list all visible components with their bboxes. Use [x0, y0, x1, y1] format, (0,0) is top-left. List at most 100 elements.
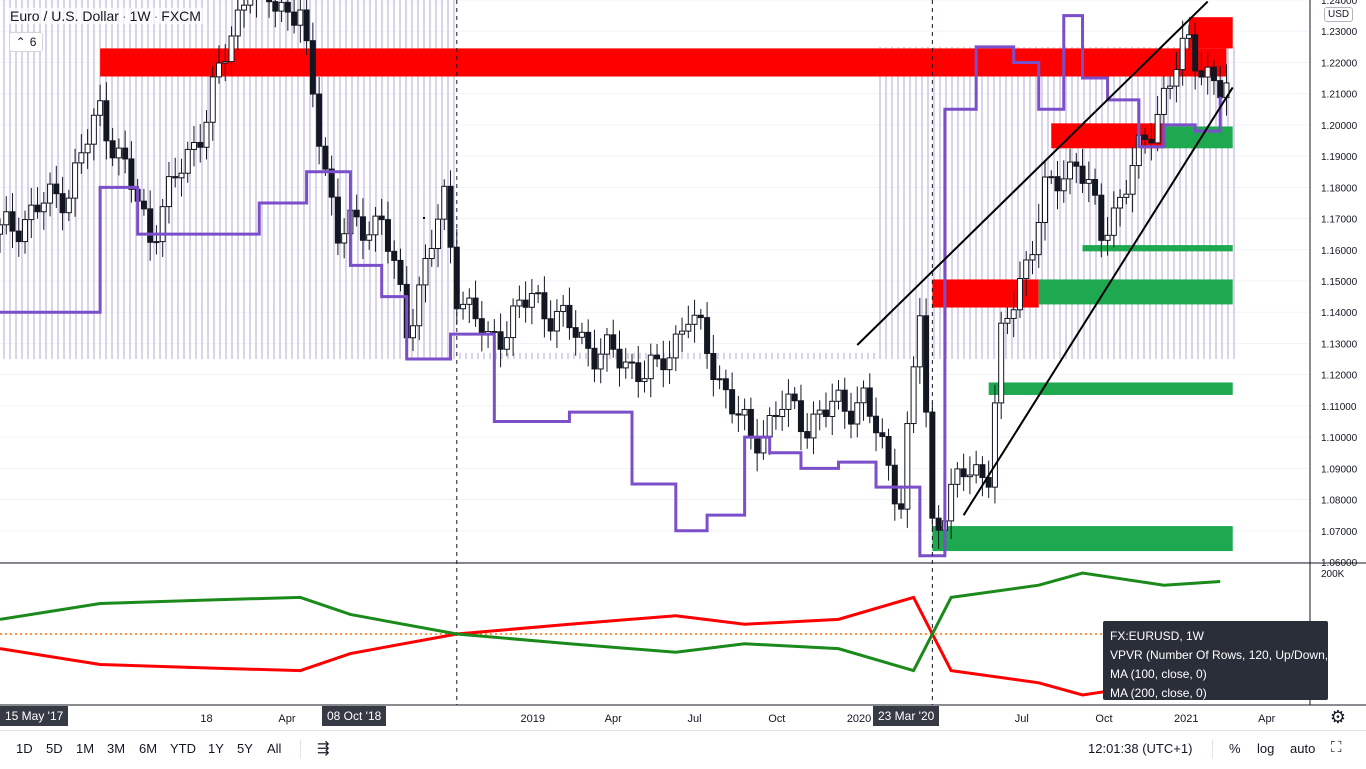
candle-down: [1092, 179, 1099, 196]
chart-area[interactable]: 1.24000 1.23000 1.22000 1.21000 1.20000 1.190…: [0, 0, 1366, 730]
range-1m[interactable]: 1M: [76, 741, 95, 756]
price-axis-label: 1.18000: [1321, 183, 1358, 194]
candle-down: [316, 93, 323, 147]
candle-down: [547, 318, 554, 332]
candle-up: [910, 366, 917, 425]
candle-up: [1179, 37, 1186, 71]
candle-up: [816, 409, 823, 415]
candle-down: [272, 1, 279, 12]
candle-up: [153, 241, 160, 244]
candle-up: [441, 185, 448, 220]
range-3m[interactable]: 3M: [107, 741, 126, 756]
candle-up: [47, 183, 54, 204]
support-zone: [1082, 245, 1233, 252]
time-axis-label: 2019: [521, 713, 545, 725]
range-6m[interactable]: 6M: [139, 741, 158, 756]
price-axis-label: 1.07000: [1321, 527, 1358, 538]
interval-label[interactable]: 1W: [129, 8, 151, 24]
candle-up: [1117, 196, 1124, 209]
price-axis-label: 1.15000: [1321, 277, 1358, 288]
indicator-count: 6: [29, 35, 37, 49]
candle-up: [90, 114, 97, 145]
range-1y[interactable]: 1Y: [208, 741, 224, 756]
candle-down: [1192, 34, 1199, 72]
candle-down: [384, 219, 391, 252]
auto-toggle[interactable]: auto: [1290, 741, 1316, 756]
symbol-title[interactable]: Euro / U.S. Dollar: [10, 8, 119, 24]
candle-down: [616, 348, 623, 369]
range-5y[interactable]: 5Y: [237, 741, 253, 756]
candle-up: [409, 325, 416, 339]
candle-down: [797, 400, 804, 433]
chevron-up-icon: ⌃: [15, 35, 26, 49]
candle-down: [729, 389, 736, 415]
candle-down: [472, 297, 479, 320]
candle-up: [1067, 161, 1074, 180]
range-ytd[interactable]: YTD: [170, 741, 196, 756]
chart-canvas[interactable]: 1.24000 1.23000 1.22000 1.21000 1.20000 1.190…: [0, 0, 1366, 730]
candle-up: [1123, 193, 1130, 198]
candle-up: [416, 284, 423, 327]
candle-down: [710, 352, 717, 381]
candle-down: [522, 299, 529, 308]
price-axis-label: 1.11000: [1321, 402, 1357, 413]
candle-down: [291, 11, 298, 26]
candle-up: [528, 292, 535, 308]
clock[interactable]: 12:01:38 (UTC+1): [1088, 741, 1193, 756]
candle-down: [791, 393, 798, 402]
price-axis-label: 1.09000: [1321, 464, 1358, 475]
time-axis-label: Oct: [1095, 713, 1112, 725]
candle-up: [1160, 87, 1167, 115]
candle-down: [635, 362, 642, 383]
candle-up: [1035, 221, 1042, 256]
candle-up: [190, 141, 197, 150]
candle-up: [948, 483, 955, 522]
candle-up: [203, 121, 210, 148]
candle-down: [841, 389, 848, 412]
currency-label[interactable]: USD: [1324, 7, 1354, 22]
candle-up: [785, 393, 792, 410]
candle-down: [898, 503, 905, 510]
time-axis-label: 2021: [1174, 713, 1198, 725]
candle-down: [629, 361, 635, 364]
candle-up: [741, 408, 748, 416]
candle-up: [835, 389, 842, 402]
candle-down: [378, 215, 385, 221]
price-axis-label: 1.08000: [1321, 496, 1358, 507]
candle-down: [879, 432, 886, 437]
percent-toggle[interactable]: %: [1229, 741, 1241, 756]
candle-down: [322, 145, 329, 170]
candle-up: [1085, 179, 1092, 184]
gear-icon[interactable]: ⚙: [1329, 707, 1347, 727]
candle-down: [309, 40, 316, 95]
candle-down: [1079, 165, 1086, 184]
candle-down: [654, 354, 661, 360]
range-all[interactable]: All: [267, 741, 282, 756]
candle-up: [3, 211, 10, 226]
candle-up: [1185, 34, 1192, 39]
candle-up: [40, 202, 47, 213]
indicator-toggle[interactable]: ⌃ 6: [9, 32, 43, 52]
candle-down: [1098, 194, 1105, 241]
ma200-line: [0, 571, 1221, 673]
candle-up: [1204, 66, 1211, 78]
date-range-icon[interactable]: ⇶: [317, 740, 330, 757]
candle-down: [397, 259, 404, 285]
candle-up: [159, 206, 166, 243]
range-5d[interactable]: 5D: [46, 741, 63, 756]
price-axis-label: 1.10000: [1321, 433, 1358, 444]
candle-down: [334, 196, 341, 244]
candle-up: [228, 35, 235, 63]
candle-up: [1060, 178, 1067, 192]
range-1d[interactable]: 1D: [16, 741, 33, 756]
candle-up: [916, 315, 923, 368]
chart-header: Euro / U.S. Dollar · 1W · FXCM: [8, 8, 203, 24]
candle-down: [873, 415, 880, 434]
candle-down: [59, 193, 66, 214]
log-toggle[interactable]: log: [1257, 741, 1275, 756]
candle-down: [866, 387, 873, 417]
support-zone: [988, 382, 1233, 395]
time-axis-label: Apr: [605, 713, 622, 725]
candle-down: [391, 250, 398, 261]
fullscreen-icon[interactable]: ⛶: [1331, 739, 1342, 756]
